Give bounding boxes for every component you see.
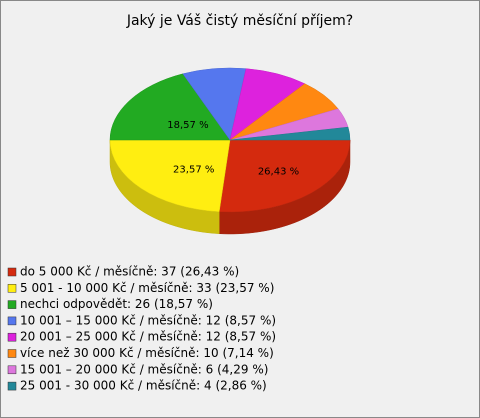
slice-label: 23,57 % [173,164,214,175]
legend-label: 20 001 – 25 000 Kč / měsíčně: 12 (8,57 %… [20,330,276,344]
legend-swatch [7,365,17,375]
legend-swatch [7,300,17,309]
legend-label: 5 001 - 10 000 Kč / měsíčně: 33 (23,57 %… [20,281,274,295]
chart-title: Jaký je Váš čistý měsíční příjem? [126,13,353,29]
legend-swatch [7,381,17,391]
legend-swatch [7,284,17,293]
pie-slice [218,139,351,213]
legend-label: více než 30 000 Kč / měsíčně: 10 (7,14 %… [20,346,274,360]
legend-label: 10 001 – 15 000 Kč / měsíčně: 12 (8,57 %… [20,313,276,327]
legend-label: 25 001 - 30 000 Kč / měsíčně: 4 (2,86 %) [20,379,267,393]
legend-swatch [7,349,17,358]
legend-label: do 5 000 Kč / měsíčně: 37 (26,43 %) [20,265,239,279]
legend-swatch [7,332,17,342]
slice-label: 26,43 % [258,167,299,178]
legend-swatch [7,316,17,326]
pie-slice [229,126,351,141]
legend-swatch [7,267,17,277]
legend-label: 15 001 – 20 000 Kč / měsíčně: 6 (4,29 %) [20,362,268,376]
slice-label: 18,57 % [167,120,208,131]
pie-slice [109,73,231,141]
legend-label: nechci odpovědět: 26 (18,57 %) [20,297,213,311]
pie-slice [109,139,231,212]
